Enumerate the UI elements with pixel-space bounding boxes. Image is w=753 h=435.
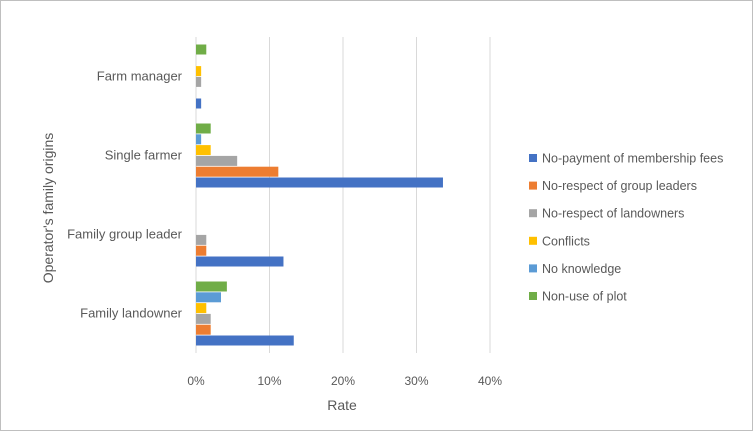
bar — [196, 335, 294, 346]
legend-swatch — [529, 154, 537, 162]
legend-swatch — [529, 264, 537, 273]
bar — [196, 166, 279, 177]
bar — [196, 66, 202, 77]
legend: No-payment of membership fees No-respect … — [529, 152, 723, 304]
bar — [196, 256, 284, 267]
legend-label: No-respect of group leaders — [542, 179, 697, 193]
bar — [196, 134, 202, 145]
x-tick-label: 40% — [478, 374, 502, 388]
bar — [196, 98, 202, 109]
legend-label: No knowledge — [542, 262, 621, 276]
bar — [196, 324, 211, 335]
bar — [196, 281, 227, 292]
x-tick-label: 0% — [187, 374, 205, 388]
bar — [196, 76, 202, 87]
legend-label: Non-use of plot — [542, 290, 627, 304]
category-labels: Farm manager Single farmer Family group le… — [67, 69, 183, 321]
bar — [196, 155, 238, 166]
y-axis-title: Operator's family origins — [40, 133, 56, 284]
bar — [196, 123, 211, 134]
category-label: Single farmer — [105, 148, 183, 163]
legend-swatch — [529, 209, 537, 218]
x-tick-labels: 0% 10% 20% 30% 40% — [187, 374, 502, 388]
bar — [196, 234, 207, 245]
bar — [196, 145, 211, 156]
legend-swatch — [529, 292, 537, 300]
legend-label: No-payment of membership fees — [542, 152, 723, 166]
bar — [196, 245, 207, 256]
bars — [196, 44, 443, 346]
category-label: Family group leader — [67, 227, 183, 242]
x-tick-label: 20% — [331, 374, 355, 388]
legend-swatch — [529, 236, 537, 245]
legend-label: Conflicts — [542, 234, 590, 248]
bar — [196, 303, 207, 314]
legend-label: No-respect of landowners — [542, 207, 684, 221]
legend-swatch — [529, 181, 537, 190]
bar — [196, 313, 211, 324]
bar — [196, 44, 207, 55]
x-axis-title: Rate — [327, 397, 357, 413]
category-label: Farm manager — [97, 69, 183, 84]
x-tick-label: 30% — [404, 374, 428, 388]
bar — [196, 177, 443, 188]
category-label: Family landowner — [80, 306, 183, 321]
gridlines — [195, 37, 491, 353]
bar — [196, 292, 221, 303]
x-tick-label: 10% — [257, 374, 281, 388]
